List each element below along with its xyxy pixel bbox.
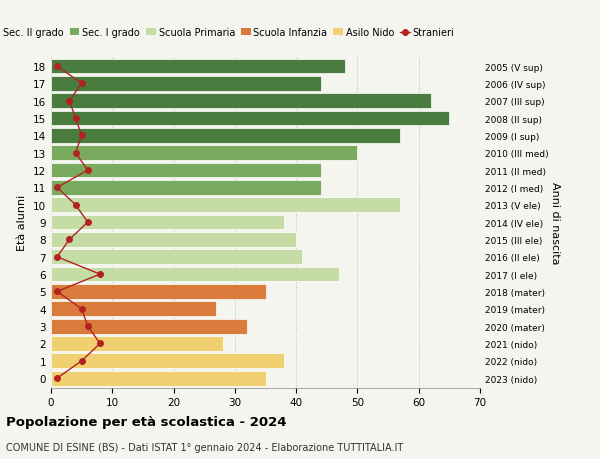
Bar — [51, 181, 320, 196]
Bar — [51, 336, 223, 351]
Text: COMUNE DI ESINE (BS) - Dati ISTAT 1° gennaio 2024 - Elaborazione TUTTITALIA.IT: COMUNE DI ESINE (BS) - Dati ISTAT 1° gen… — [6, 442, 403, 452]
Bar — [51, 163, 320, 178]
Bar — [51, 215, 284, 230]
Legend: Sec. II grado, Sec. I grado, Scuola Primaria, Scuola Infanzia, Asilo Nido, Stran: Sec. II grado, Sec. I grado, Scuola Prim… — [0, 24, 458, 42]
Bar — [51, 285, 265, 299]
Bar — [51, 112, 449, 126]
Y-axis label: Età alunni: Età alunni — [17, 195, 28, 251]
Bar — [51, 302, 217, 317]
Bar — [51, 146, 358, 161]
Bar — [51, 250, 302, 264]
Bar — [51, 198, 400, 213]
Bar — [51, 60, 345, 74]
Bar — [51, 94, 431, 109]
Bar — [51, 77, 320, 91]
Bar — [51, 267, 339, 282]
Bar — [51, 233, 296, 247]
Bar — [51, 319, 247, 334]
Bar — [51, 129, 400, 144]
Bar — [51, 371, 265, 386]
Bar — [51, 354, 284, 369]
Y-axis label: Anni di nascita: Anni di nascita — [550, 181, 560, 264]
Text: Popolazione per età scolastica - 2024: Popolazione per età scolastica - 2024 — [6, 415, 287, 428]
